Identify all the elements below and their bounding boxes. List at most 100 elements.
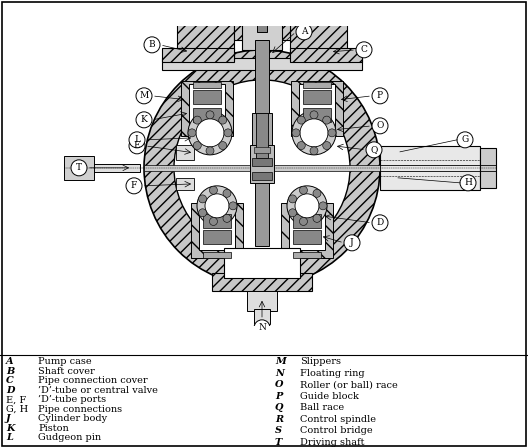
Bar (193, 90, 221, 104)
Bar (252, 113, 272, 148)
Text: A: A (301, 27, 307, 36)
Circle shape (71, 160, 87, 176)
Circle shape (210, 217, 218, 225)
Circle shape (328, 129, 336, 137)
Circle shape (205, 194, 229, 218)
Text: F: F (131, 181, 137, 190)
Text: R: R (275, 415, 283, 424)
Text: E, F: E, F (6, 395, 26, 405)
Circle shape (310, 111, 318, 119)
Circle shape (210, 186, 218, 194)
Bar (181, 81, 233, 136)
Text: D: D (6, 386, 14, 395)
Polygon shape (177, 22, 234, 60)
Bar (254, 147, 270, 153)
Text: Slippers: Slippers (300, 357, 341, 366)
Circle shape (323, 116, 331, 124)
Text: B: B (6, 367, 14, 376)
Bar (193, 108, 221, 122)
Circle shape (295, 194, 319, 218)
Bar (193, 82, 221, 88)
Circle shape (372, 118, 388, 134)
Text: T: T (275, 438, 282, 447)
Bar (64, 156, 94, 180)
Circle shape (319, 202, 327, 210)
Circle shape (136, 88, 152, 104)
Text: P: P (275, 392, 282, 401)
Text: O: O (376, 121, 384, 130)
Circle shape (323, 142, 331, 150)
Circle shape (457, 132, 473, 148)
Bar (293, 214, 321, 228)
Circle shape (126, 178, 142, 194)
Bar (162, 48, 234, 62)
Text: Control spindle: Control spindle (300, 415, 376, 424)
Text: T: T (76, 164, 82, 172)
Text: P: P (377, 91, 383, 100)
Text: J: J (6, 414, 11, 423)
Text: N: N (275, 369, 284, 378)
Circle shape (219, 142, 227, 150)
Circle shape (289, 209, 297, 217)
Circle shape (297, 142, 305, 150)
Circle shape (136, 112, 152, 128)
Bar (203, 214, 231, 228)
Circle shape (199, 209, 206, 217)
Circle shape (297, 116, 305, 124)
Text: N: N (258, 323, 266, 332)
Circle shape (296, 24, 312, 40)
Text: Q: Q (275, 403, 284, 412)
Bar (242, 22, 282, 50)
Bar (380, 146, 480, 190)
Bar (480, 148, 496, 188)
Circle shape (292, 129, 300, 137)
Circle shape (224, 129, 232, 137)
Circle shape (188, 129, 196, 137)
Circle shape (255, 0, 269, 7)
Circle shape (372, 88, 388, 104)
Bar (256, 113, 268, 158)
Circle shape (223, 190, 231, 197)
Text: E: E (134, 141, 140, 151)
Circle shape (196, 119, 224, 147)
Bar (257, 4, 267, 32)
Text: ’D’-tube or central valve: ’D’-tube or central valve (38, 386, 158, 395)
Circle shape (206, 111, 214, 119)
Circle shape (188, 111, 232, 155)
Text: A: A (6, 357, 14, 366)
Bar (303, 90, 331, 104)
Bar (162, 58, 362, 70)
Text: K: K (140, 115, 147, 125)
Bar (289, 206, 325, 250)
Bar (254, 309, 270, 324)
Polygon shape (290, 22, 347, 60)
Circle shape (372, 215, 388, 231)
Circle shape (289, 195, 297, 203)
Bar (293, 252, 321, 258)
Bar (252, 172, 272, 180)
Bar (203, 230, 231, 244)
Bar (189, 84, 225, 128)
Text: Ball race: Ball race (300, 403, 344, 412)
Circle shape (313, 214, 321, 222)
Text: O: O (275, 380, 284, 389)
Circle shape (287, 186, 327, 226)
Circle shape (356, 42, 372, 58)
Circle shape (223, 214, 231, 222)
Bar (191, 203, 243, 258)
Text: M: M (275, 357, 286, 366)
Circle shape (199, 195, 206, 203)
Text: H: H (464, 178, 472, 187)
Text: Piston: Piston (38, 424, 69, 433)
Circle shape (174, 80, 350, 256)
Text: L: L (134, 135, 140, 144)
Text: Q: Q (370, 145, 378, 155)
Circle shape (193, 142, 201, 150)
Bar (212, 273, 312, 291)
Circle shape (344, 235, 360, 251)
Text: M: M (139, 91, 148, 100)
Text: C: C (6, 376, 14, 385)
Bar (299, 84, 335, 128)
Bar (255, 40, 269, 246)
Text: Pipe connection cover: Pipe connection cover (38, 376, 148, 385)
